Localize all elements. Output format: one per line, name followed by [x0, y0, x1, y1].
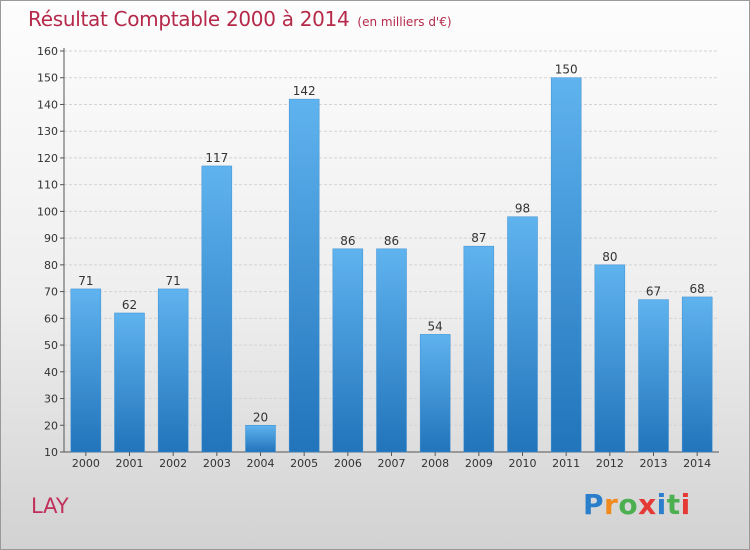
y-tick-label: 100: [37, 205, 58, 218]
x-tick-label: 2012: [596, 457, 624, 470]
x-tick-label: 2007: [378, 457, 406, 470]
y-tick-label: 160: [37, 45, 58, 58]
data-label: 62: [122, 298, 137, 312]
logo-letter: i: [656, 488, 667, 521]
bars: [70, 77, 713, 453]
labels: 10 20 30 40 50 60 70 80 90 100 110 120 130 140 150 160 7…: [37, 45, 711, 470]
bar: [463, 245, 495, 453]
logo-letter: t: [666, 488, 681, 521]
data-label: 86: [340, 234, 355, 248]
x-tick-label: 2001: [116, 457, 144, 470]
y-tick-label: 20: [44, 419, 58, 432]
data-label: 71: [166, 274, 181, 288]
logo-letter: P: [583, 488, 605, 521]
x-tick-label: 2003: [203, 457, 231, 470]
data-label: 20: [253, 410, 268, 424]
bar: [594, 264, 626, 453]
logo-letter: r: [604, 488, 619, 521]
bar: [70, 288, 102, 453]
y-tick-label: 90: [44, 232, 58, 245]
x-tick-label: 2010: [509, 457, 537, 470]
y-tick-label: 140: [37, 98, 58, 111]
data-label: 98: [515, 202, 530, 216]
data-label: 67: [646, 285, 661, 299]
x-tick-label: 2011: [552, 457, 580, 470]
bar: [288, 98, 320, 453]
y-tick-label: 130: [37, 125, 58, 138]
x-tick-label: 2006: [334, 457, 362, 470]
y-tick-label: 150: [37, 72, 58, 85]
bar: [114, 312, 145, 453]
y-tick-label: 70: [44, 286, 58, 299]
y-tick-label: 120: [37, 152, 58, 165]
x-tick-label: 2014: [683, 457, 711, 470]
logo-letter: i: [680, 488, 691, 521]
data-label: 87: [471, 231, 486, 245]
title-unit: (en milliers d'€): [357, 15, 452, 29]
bar: [638, 299, 669, 453]
data-label: 117: [205, 151, 228, 165]
data-label: 71: [78, 274, 93, 288]
bar: [332, 248, 364, 453]
bar: [376, 248, 407, 453]
bar: [419, 334, 451, 453]
bar: [201, 165, 233, 453]
data-label: 150: [555, 63, 578, 77]
x-tick-label: 2008: [421, 457, 449, 470]
x-tick-label: 2002: [159, 457, 187, 470]
data-label: 142: [293, 84, 316, 98]
data-label: 68: [690, 282, 705, 296]
bar: [507, 216, 538, 453]
bar: [157, 288, 189, 453]
y-tick-label: 50: [44, 339, 58, 352]
title-text: Résultat Comptable 2000 à 2014: [28, 7, 350, 31]
y-tick-label: 30: [44, 393, 58, 406]
x-tick-label: 2000: [72, 457, 100, 470]
x-tick-label: 2005: [290, 457, 318, 470]
place-name: LAY: [31, 494, 69, 518]
y-tick-label: 10: [44, 446, 58, 459]
logo-letter: x: [638, 488, 657, 521]
bar: [550, 77, 582, 453]
data-label: 86: [384, 234, 399, 248]
proxiti-logo: Proxiti: [583, 488, 691, 521]
data-label: 54: [428, 319, 443, 333]
bar: [681, 296, 713, 453]
data-label: 80: [602, 250, 617, 264]
chart-title: Résultat Comptable 2000 à 2014 (en millie…: [28, 7, 452, 31]
y-tick-label: 110: [37, 179, 58, 192]
x-tick-label: 2009: [465, 457, 493, 470]
y-tick-label: 80: [44, 259, 58, 272]
x-tick-label: 2013: [640, 457, 668, 470]
logo-letter: o: [618, 488, 639, 521]
y-tick-label: 60: [44, 312, 58, 325]
y-tick-label: 40: [44, 366, 58, 379]
x-tick-label: 2004: [247, 457, 275, 470]
bar: [245, 425, 276, 453]
